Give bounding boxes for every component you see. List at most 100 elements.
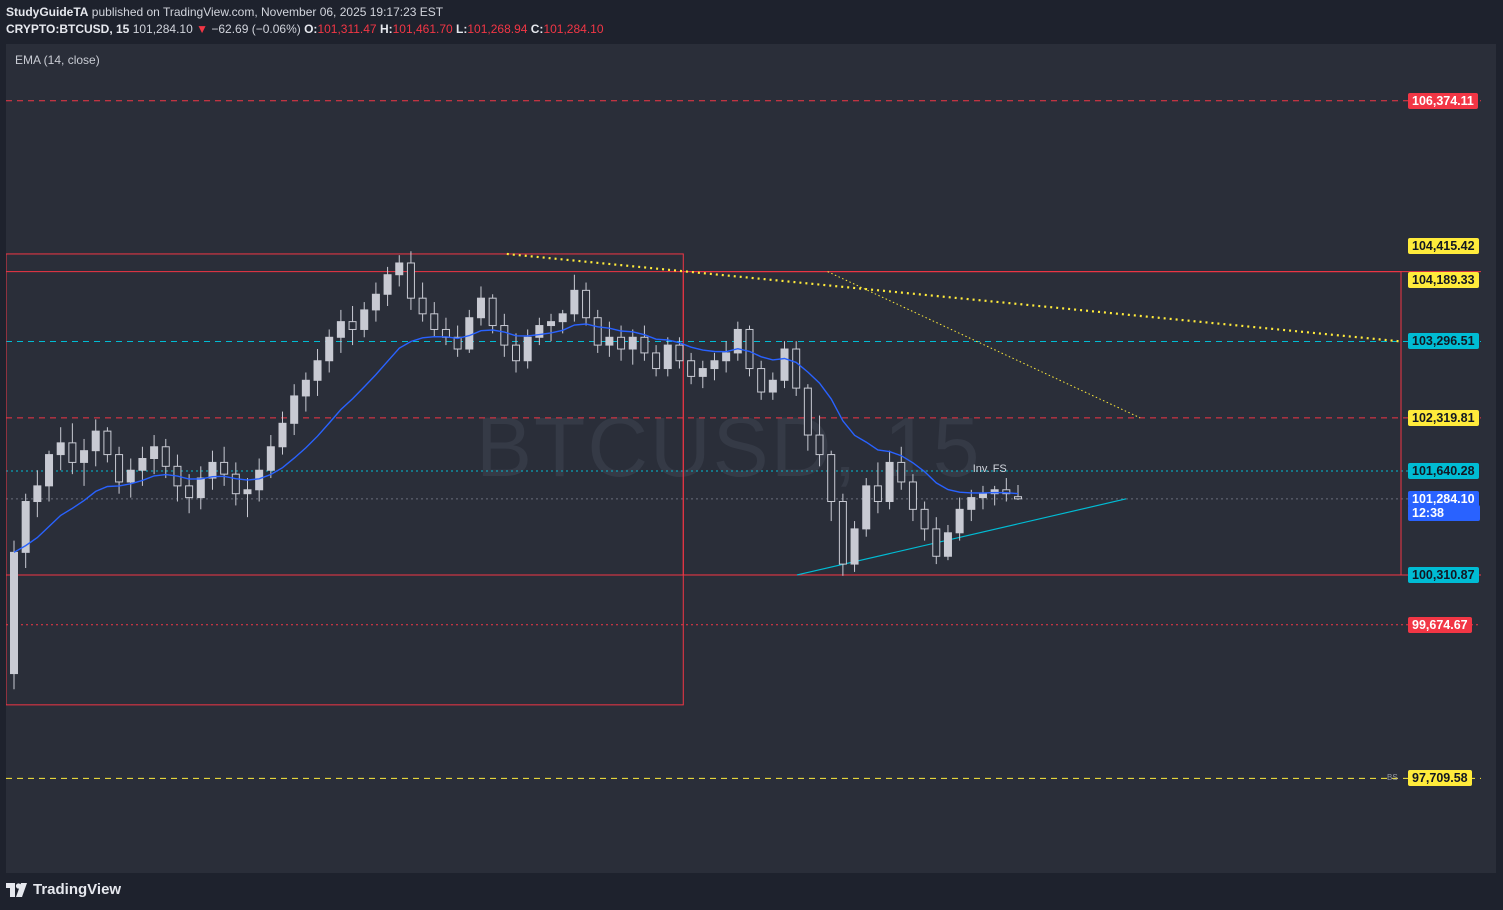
candle-body	[406, 262, 415, 299]
candle-body	[511, 344, 521, 362]
candle-body	[605, 336, 614, 346]
tradingview-logo-icon	[6, 882, 27, 897]
candle-body	[266, 446, 275, 471]
price-label-9: 99,674.67	[1408, 616, 1472, 633]
candle-body	[91, 430, 100, 452]
last-price: 101,284.10	[132, 22, 193, 36]
candle-body	[698, 368, 707, 377]
candle-body	[161, 446, 170, 467]
price-plot[interactable]	[6, 44, 1496, 873]
candle-body	[558, 313, 567, 323]
candle-body	[465, 317, 474, 350]
candle-body	[208, 461, 217, 479]
candle-body	[418, 297, 427, 315]
candle-body	[371, 293, 380, 311]
open-value: 101,311.47	[317, 22, 377, 36]
candle-body	[547, 321, 556, 327]
low-value: 101,268.94	[467, 22, 528, 36]
candle-body	[838, 501, 847, 565]
price-label-3: 103,296.51	[1408, 333, 1479, 350]
trendline-1	[827, 271, 1141, 419]
candle-body	[278, 422, 287, 448]
high-label: H:	[379, 22, 393, 36]
candle-body	[196, 477, 205, 499]
candle-body	[1013, 496, 1023, 500]
ema-line	[13, 323, 1019, 553]
candle-body	[33, 485, 42, 503]
candle-body	[675, 344, 684, 362]
candle-body	[652, 352, 661, 370]
candle-body	[383, 274, 392, 295]
candle-body	[476, 297, 485, 319]
footer-brand[interactable]: TradingView	[6, 881, 121, 898]
candle-body	[301, 379, 310, 397]
close-value: 101,284.10	[543, 22, 604, 36]
zone-rectangle-1	[682, 271, 1402, 576]
change-arrow-icon: ▼	[196, 22, 208, 36]
price-label-8: 100,310.87	[1408, 566, 1479, 583]
author-name[interactable]: StudyGuideTA	[6, 5, 89, 19]
close-label: C:	[530, 22, 544, 36]
price-label-7: 12:38	[1408, 504, 1480, 521]
candle-body	[943, 532, 952, 557]
candle-body	[710, 360, 719, 370]
ohlc-legend: CRYPTO:BTCUSD, 15 101,284.10 ▼ −62.69 (−…	[6, 22, 604, 36]
candle-body	[967, 497, 976, 510]
candle-body	[523, 336, 532, 362]
candle-body	[628, 336, 637, 350]
candle-body	[792, 348, 801, 389]
open-label: O:	[304, 22, 318, 36]
candle-body	[920, 508, 929, 530]
candle-body	[231, 473, 240, 495]
candle-body	[488, 297, 497, 327]
candle-body	[570, 289, 579, 315]
candle-body	[138, 458, 147, 471]
candle-body	[663, 344, 672, 370]
candle-body	[336, 321, 345, 338]
candle-body	[617, 336, 626, 350]
candle-body	[9, 551, 19, 675]
candle-body	[897, 461, 906, 483]
candle-body	[535, 325, 544, 338]
low-label: L:	[456, 22, 468, 36]
candle-body	[990, 489, 999, 495]
candle-body	[955, 508, 964, 534]
trendline-0	[506, 252, 1402, 343]
symbol-label[interactable]: CRYPTO:BTCUSD, 15	[6, 22, 130, 36]
candle-body	[745, 328, 754, 370]
candle-body	[290, 395, 299, 424]
candle-body	[103, 430, 112, 456]
candle-body	[313, 360, 322, 381]
candle-body	[1002, 489, 1011, 495]
candle-body	[757, 368, 766, 393]
candle-body	[21, 501, 30, 553]
candle-body	[500, 325, 509, 346]
candle-body	[873, 485, 882, 503]
candle-body	[885, 461, 894, 503]
candle-body	[733, 328, 742, 354]
chart-pane[interactable]: BTCUSD, 15 EMA (14, close) Inv. FS BS 10…	[6, 44, 1496, 873]
candle-body	[360, 309, 369, 330]
candle-body	[150, 446, 159, 459]
ema-indicator-label[interactable]: EMA (14, close)	[15, 53, 100, 67]
candle-body	[255, 469, 264, 491]
candle-body	[780, 348, 789, 381]
candle-body	[453, 336, 462, 350]
price-label-2: 104,189.33	[1408, 271, 1479, 288]
candle-body	[56, 442, 65, 456]
candle-body	[722, 352, 731, 362]
publish-info: StudyGuideTA published on TradingView.co…	[6, 5, 443, 19]
candle-body	[815, 434, 824, 456]
tradingview-brand-text: TradingView	[33, 881, 122, 898]
candle-body	[582, 289, 591, 319]
candle-body	[348, 321, 357, 330]
candle-body	[325, 336, 334, 362]
candle-body	[430, 313, 439, 330]
candle-body	[768, 379, 777, 393]
candle-body	[687, 360, 696, 377]
price-label-6: 101,284.10	[1408, 490, 1479, 507]
change-value: −62.69 (−0.06%)	[211, 22, 301, 36]
candle-body	[908, 481, 917, 510]
candle-body	[593, 317, 602, 346]
candle-body	[978, 493, 987, 499]
